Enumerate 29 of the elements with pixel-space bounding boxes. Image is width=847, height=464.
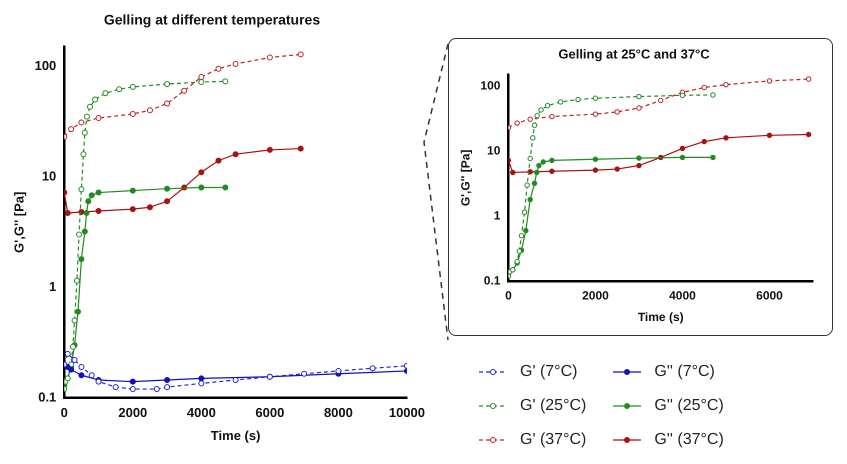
y-tick-label: 100 [480, 78, 501, 92]
x-tick-label: 2000 [582, 288, 610, 303]
y-axis-title: G',G'' [Pa] [458, 150, 473, 206]
x-tick-label: 0 [60, 405, 68, 420]
x-tick-label: 10000 [388, 405, 426, 420]
chart-title: Gelling at different temperatures [104, 11, 320, 28]
x-tick-label: 0 [505, 288, 512, 303]
legend-label: G' (7°C) [520, 363, 578, 381]
legend-label: G'' (7°C) [654, 363, 715, 381]
legend-label: G' (37°C) [520, 431, 586, 449]
legend-label: G'' (25°C) [654, 397, 724, 415]
y-tick-label: 10 [487, 143, 501, 158]
x-tick-label: 4000 [669, 288, 696, 303]
x-tick-label: 4000 [186, 405, 216, 420]
x-axis-title: Time (s) [210, 428, 260, 443]
x-tick-label: 2000 [118, 405, 148, 420]
y-axis-title: G',G'' [Pa] [11, 192, 26, 253]
legend-label: G'' (37°C) [654, 431, 724, 449]
x-tick-label: 8000 [324, 405, 353, 420]
legend-label: G' (25°C) [520, 397, 586, 415]
y-tick-label: 10 [42, 168, 56, 184]
chart-title: Gelling at 25°C and 37°C [558, 46, 710, 62]
y-tick-label: 0.1 [484, 274, 501, 288]
y-tick-label: 1 [494, 208, 501, 222]
x-tick-label: 6000 [255, 405, 284, 420]
y-tick-label: 0.1 [38, 389, 56, 404]
x-tick-label: 6000 [756, 288, 784, 303]
y-tick-label: 1 [49, 278, 56, 294]
y-tick-label: 100 [34, 58, 56, 73]
